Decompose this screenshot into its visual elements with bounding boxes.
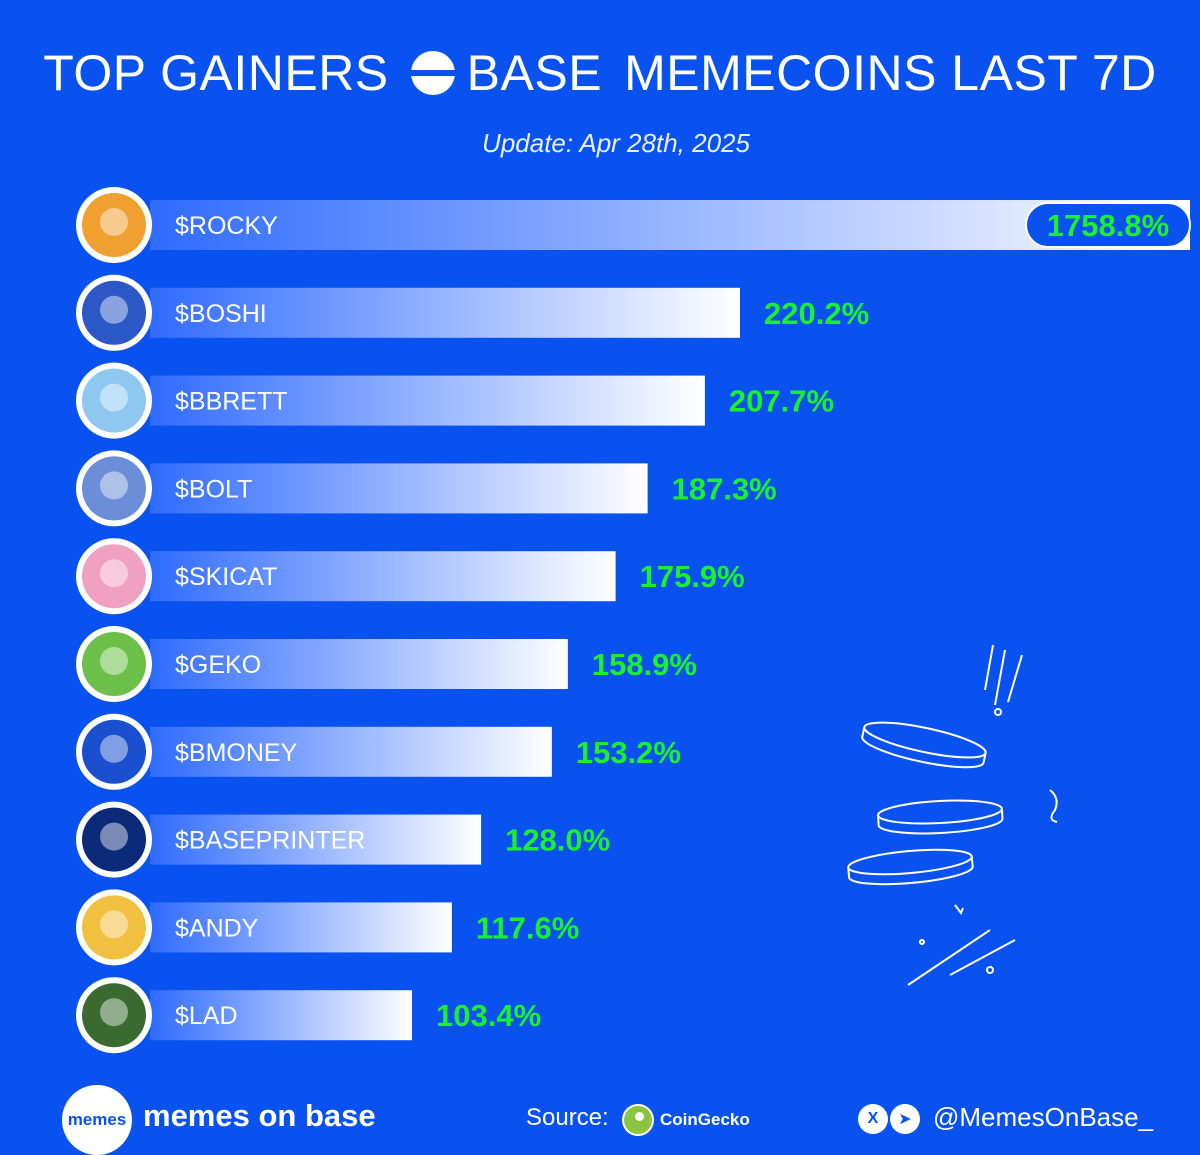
source-label: Source: (526, 1104, 609, 1131)
bar-label: $BOSHI (175, 300, 267, 328)
social-handle[interactable]: @MemesOnBase_ (933, 1102, 1154, 1132)
bar-skicat (150, 551, 616, 602)
value-label: 103.4% (436, 998, 541, 1033)
bar-label: $ANDY (175, 914, 259, 942)
bar-label: $BBRETT (175, 388, 288, 416)
bar-geko (150, 639, 568, 689)
bar-rocky (150, 200, 1190, 250)
printer-avatar-icon (82, 807, 146, 872)
value-label: 207.7% (729, 384, 834, 419)
bar-baseprinter (150, 814, 482, 865)
bar-label: $LAD (175, 1002, 238, 1030)
bear-avatar-icon (82, 368, 146, 433)
bar-label: $BMONEY (175, 739, 298, 767)
base-logo-icon (410, 51, 455, 95)
brand-name: memes on base (143, 1098, 376, 1133)
bar-bbrett (150, 375, 705, 426)
bar-label: $BASEPRINTER (175, 827, 365, 855)
bar-label: $BOLT (175, 475, 252, 503)
avatar-face (100, 734, 128, 763)
x-icon[interactable]: X (858, 1104, 888, 1134)
gecko-avatar-icon (82, 632, 146, 696)
avatar-face (100, 910, 128, 939)
title-base: BASE (466, 45, 603, 101)
value-label: 1758.8% (1047, 208, 1169, 243)
bar-label: $SKICAT (175, 563, 277, 591)
bar-boshi (150, 287, 740, 338)
avatar-face (100, 471, 128, 500)
value-label: 175.9% (640, 559, 745, 594)
chart-title: TOP GAINERS BASE MEMECOINS LAST 7D (0, 44, 1200, 102)
bar-bmoney (150, 726, 552, 777)
bar-label: $GEKO (175, 651, 261, 679)
avatar-face (100, 559, 128, 588)
avatar-face (100, 822, 128, 851)
avatar-face (100, 998, 128, 1027)
dog-avatar-icon (82, 193, 146, 257)
coin-2-icon (877, 799, 1004, 835)
value-label: 153.2% (576, 735, 681, 770)
coin-3-icon (847, 848, 974, 886)
avatar-face (100, 208, 128, 236)
dragon-avatar-icon (82, 280, 146, 345)
bar-bolt (150, 463, 648, 514)
coin-1-icon (861, 721, 987, 769)
source-name: CoinGecko (660, 1110, 750, 1129)
value-label: 187.3% (672, 471, 777, 506)
andy-frog-avatar-icon (82, 895, 146, 960)
avatar-face (100, 295, 128, 324)
coins-illustration (847, 644, 1058, 986)
chart-subtitle: Update: Apr 28th, 2025 (482, 128, 750, 158)
value-label: 117.6% (476, 910, 579, 945)
avatar-face (100, 383, 128, 412)
bar-chart: $ROCKY 1758.8% $BOSHI 220.2% $BBRETT 207.7% $B… (76, 187, 1191, 1054)
value-pill (1025, 202, 1191, 248)
lad-avatar-icon (82, 983, 146, 1048)
memes-logo: memes (62, 1085, 132, 1155)
value-label: 158.9% (592, 647, 697, 682)
telegram-icon[interactable]: ➤ (890, 1104, 920, 1134)
coingecko-icon (622, 1104, 654, 1136)
value-label: 220.2% (764, 296, 869, 331)
title-right: MEMECOINS LAST 7D (624, 45, 1157, 101)
value-label: 128.0% (505, 823, 610, 858)
title-left: TOP GAINERS (43, 45, 389, 101)
avatar-face (100, 647, 128, 675)
bar-lad (150, 990, 412, 1041)
pig-avatar-icon (82, 544, 146, 609)
money-frog-avatar-icon (82, 719, 146, 784)
wolf-avatar-icon (82, 456, 146, 521)
bar-label: $ROCKY (175, 212, 278, 240)
bar-andy (150, 902, 452, 953)
